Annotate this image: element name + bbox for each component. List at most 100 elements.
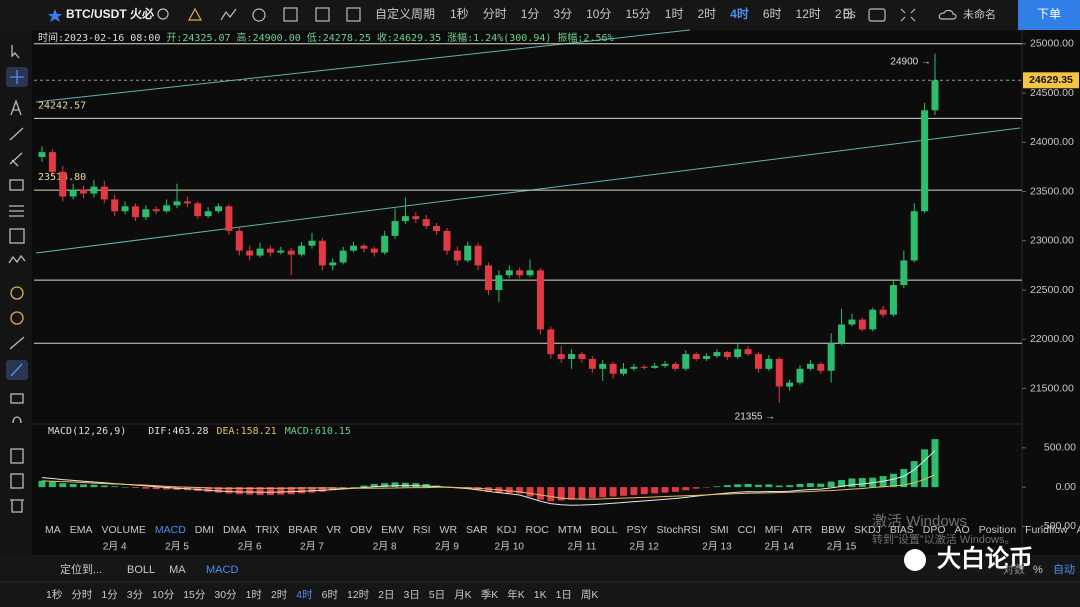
percent-toggle[interactable]: % [1033, 564, 1043, 576]
period-button[interactable]: 2日 [835, 7, 854, 21]
period-button[interactable]: 周K [581, 589, 599, 601]
locate-button[interactable]: 定位到... [60, 562, 102, 576]
trash-icon[interactable] [10, 499, 24, 513]
line-icon[interactable] [9, 127, 24, 141]
indicator-tab[interactable]: SMI [710, 524, 729, 536]
rect-icon[interactable] [9, 179, 24, 191]
indicator-tab[interactable]: SAR [466, 524, 488, 536]
period-button[interactable]: 1分 [521, 7, 540, 21]
indicator-tab[interactable]: AO [955, 524, 970, 536]
favorite-star[interactable] [48, 9, 62, 22]
custom-period[interactable]: 自定义周期 [375, 6, 435, 21]
fullscreen-icon[interactable] [900, 8, 916, 22]
symbol[interactable]: BTC/USDT 火必 [66, 6, 154, 21]
period-button[interactable]: 30分 [214, 589, 237, 601]
indicator-icon[interactable] [187, 7, 203, 21]
period-button[interactable]: 1日 [556, 589, 572, 601]
period-button[interactable]: 6时 [763, 7, 782, 21]
copy-icon[interactable] [10, 473, 24, 489]
indicator-tab[interactable]: CCI [738, 524, 756, 536]
overlay-button[interactable]: MA [169, 564, 186, 576]
period-button[interactable]: 3日 [404, 589, 420, 601]
period-button[interactable]: 6时 [322, 589, 339, 601]
period-button[interactable]: 2日 [378, 589, 394, 601]
period-button[interactable]: 10分 [152, 589, 175, 601]
indicator-tab[interactable]: VR [326, 524, 341, 536]
magnet2-icon[interactable] [10, 311, 24, 325]
indicator-tab[interactable]: ATR [792, 524, 813, 536]
indicator-tab[interactable]: BBW [821, 524, 845, 536]
indicator-tab[interactable]: SKDJ [854, 524, 881, 536]
period-button[interactable]: 年K [507, 588, 525, 601]
indicator-tab[interactable]: MTM [558, 524, 582, 536]
period-button[interactable]: 1时 [246, 589, 263, 601]
period-button[interactable]: 1分 [101, 589, 118, 601]
grid-icon[interactable] [346, 7, 361, 22]
period-button[interactable]: 分时 [483, 7, 507, 21]
indicator-tab[interactable]: BRAR [288, 524, 318, 536]
period-button[interactable]: 3分 [553, 7, 572, 21]
indicator-tab[interactable]: EMA [70, 524, 93, 536]
period-button[interactable]: 4时 [730, 6, 749, 21]
pen-icon[interactable] [10, 363, 23, 377]
magnet-icon[interactable] [10, 286, 24, 300]
period-button[interactable]: 5日 [429, 589, 445, 601]
indicator-tab[interactable]: OBV [350, 524, 372, 536]
period-button[interactable]: 2时 [271, 589, 288, 601]
trend-line[interactable] [35, 29, 691, 103]
search-icon[interactable] [157, 8, 169, 20]
indicator-tab[interactable]: KDJ [497, 524, 517, 536]
indicator-tab[interactable]: BOLL [591, 524, 618, 536]
indicator-tab[interactable]: MACD [155, 524, 186, 536]
period-button[interactable]: 月K [454, 589, 472, 601]
period-button[interactable]: 1秒 [46, 588, 63, 601]
camera-icon[interactable] [868, 8, 886, 22]
period-button[interactable]: 1时 [665, 7, 684, 21]
indicator-tab[interactable]: DMA [223, 524, 246, 536]
indicator-tab[interactable]: StochRSI [657, 524, 701, 536]
period-button[interactable]: 15分 [183, 589, 206, 601]
indicator-tab[interactable]: RSI [413, 524, 431, 536]
sub-indicator[interactable]: MACD [206, 564, 238, 576]
crosshair-icon[interactable] [10, 70, 24, 84]
period-button[interactable]: 分时 [71, 589, 92, 601]
indicator-tab[interactable]: TRIX [255, 524, 279, 536]
period-button[interactable]: 15分 [625, 7, 650, 21]
order-button-label[interactable]: 下单 [1037, 7, 1061, 21]
order-button[interactable] [1018, 0, 1080, 30]
auto-toggle[interactable]: 自动 [1053, 563, 1075, 576]
list-icon[interactable] [10, 448, 24, 464]
cloud-icon[interactable] [938, 9, 957, 20]
grid-icon[interactable] [9, 228, 25, 244]
period-button[interactable]: 12时 [347, 589, 370, 601]
layout-name[interactable]: 未命名 [963, 7, 996, 21]
period-button[interactable]: 1K [534, 589, 547, 601]
eye-icon[interactable] [12, 416, 22, 424]
indicator-tab[interactable]: AI-NetVOL [1077, 524, 1080, 536]
overlay-button[interactable]: BOLL [127, 564, 155, 576]
indicator-tab[interactable]: PSY [627, 524, 648, 536]
lock-icon[interactable] [10, 393, 24, 404]
cursor-icon[interactable] [11, 45, 20, 59]
indicator-tab[interactable]: MFI [765, 524, 783, 536]
text-icon[interactable] [10, 99, 22, 116]
chart-icon[interactable] [220, 8, 237, 21]
indicator-tab[interactable]: Fundflow [1025, 524, 1068, 536]
indicator-tab[interactable]: VOLUME [102, 524, 146, 536]
log-toggle[interactable]: 对数 [1003, 562, 1025, 576]
wave-icon[interactable] [8, 254, 26, 264]
period-button[interactable]: 季K [481, 589, 499, 601]
period-button[interactable]: 10分 [586, 7, 611, 21]
indicator-tab[interactable]: WR [440, 524, 458, 536]
settings-icon[interactable] [252, 8, 266, 22]
period-button[interactable]: 2时 [697, 7, 716, 21]
ruler-icon[interactable] [9, 336, 25, 350]
indicator-tab[interactable]: Position [979, 524, 1017, 536]
indicator-tab[interactable]: EMV [381, 524, 404, 536]
period-button[interactable]: 1秒 [450, 7, 469, 21]
indicator-tab[interactable]: ROC [525, 524, 549, 536]
layout-icon[interactable] [283, 7, 298, 22]
indicator-tab[interactable]: BIAS [890, 524, 914, 536]
indicator-tab[interactable]: DPO [923, 524, 946, 536]
fib-icon[interactable] [9, 152, 23, 167]
